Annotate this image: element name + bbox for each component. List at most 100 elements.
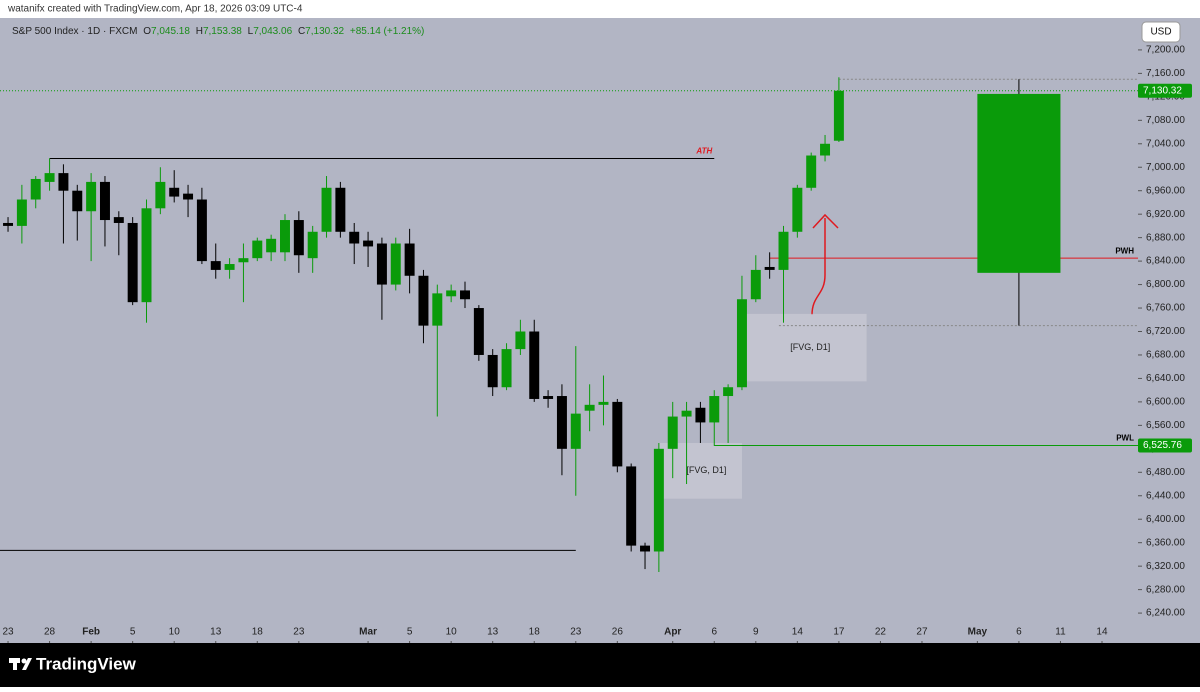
fvg-label: [FVG, D1]: [790, 342, 830, 352]
candle-body: [653, 448, 664, 552]
fvg-label: [FVG, D1]: [686, 465, 726, 475]
ohlc-key: C: [298, 26, 305, 37]
candle-body: [418, 275, 429, 326]
price-label: 7,130.32: [1143, 85, 1182, 96]
x-tick-label: 13: [487, 627, 499, 638]
candle-body: [626, 466, 637, 546]
x-tick-label: Apr: [664, 627, 681, 638]
footer: [0, 643, 1200, 687]
x-tick-label: 6: [1016, 627, 1022, 638]
x-tick-label: 9: [753, 627, 759, 638]
x-tick-label: 18: [252, 627, 264, 638]
candle-body: [764, 266, 775, 270]
y-tick-label: 6,640.00: [1146, 373, 1185, 384]
candle-body: [72, 190, 83, 212]
candle-body: [778, 231, 789, 270]
attribution: watanifx created with TradingView.com, A…: [7, 4, 303, 15]
candle-body: [640, 545, 651, 552]
y-tick-label: 6,280.00: [1146, 584, 1185, 595]
x-tick-label: 28: [44, 627, 56, 638]
y-tick-label: 7,040.00: [1146, 138, 1185, 149]
x-tick-label: 22: [875, 627, 887, 638]
x-tick-label: 10: [446, 627, 458, 638]
y-tick-label: 6,760.00: [1146, 303, 1185, 314]
candle-body: [238, 258, 249, 263]
candle-body: [335, 187, 346, 232]
x-tick-label: Mar: [359, 627, 377, 638]
y-tick-label: 6,440.00: [1146, 490, 1185, 501]
candle-body: [390, 243, 401, 285]
x-tick-label: 17: [833, 627, 845, 638]
candle-body: [376, 243, 387, 285]
candle-body: [183, 193, 194, 200]
candle-body: [709, 396, 720, 423]
y-tick-label: 6,240.00: [1146, 608, 1185, 619]
y-tick-label: 7,000.00: [1146, 162, 1185, 173]
candle-body: [169, 187, 180, 197]
candle-body: [210, 261, 221, 270]
y-tick-label: 6,480.00: [1146, 467, 1185, 478]
y-tick-label: 6,800.00: [1146, 279, 1185, 290]
candle-body: [750, 269, 761, 300]
candle-body: [266, 238, 277, 253]
ohlc-value: 7,043.06: [253, 26, 292, 37]
y-tick-label: 7,160.00: [1146, 68, 1185, 79]
x-tick-label: 18: [529, 627, 541, 638]
candle-body: [667, 416, 678, 449]
level-label: ATH: [695, 147, 712, 156]
candle-body: [196, 199, 207, 262]
x-tick-label: 6: [711, 627, 717, 638]
y-tick-label: 6,320.00: [1146, 561, 1185, 572]
candle-body: [792, 187, 803, 232]
currency-button[interactable]: [1141, 21, 1181, 43]
logo-icon: [9, 658, 32, 670]
legend: S&P 500 Index · 1D · FXCM O7,045.18 H7,1…: [12, 26, 424, 37]
symbol: S&P 500 Index · 1D · FXCM: [12, 26, 137, 37]
y-tick-label: 6,560.00: [1146, 420, 1185, 431]
candle-body: [570, 413, 581, 449]
candle-body: [723, 387, 734, 397]
candle-body: [155, 181, 166, 209]
x-tick-label: 23: [570, 627, 582, 638]
candle-body: [515, 331, 526, 350]
ohlc-key: H: [196, 26, 203, 37]
level-label: PWH: [1115, 246, 1134, 255]
arrow: [811, 218, 826, 316]
ohlc-key: L: [248, 26, 254, 37]
ohlc-value: 7,153.38: [203, 26, 242, 37]
candle-body: [612, 401, 623, 467]
ohlc-key: O: [143, 26, 151, 37]
level-label: PWL: [1116, 434, 1134, 443]
candle-body: [584, 404, 595, 411]
candle-body: [501, 349, 512, 388]
y-tick-label: 7,200.00: [1146, 45, 1185, 56]
candle-body: [58, 173, 69, 191]
x-tick-label: 23: [293, 627, 305, 638]
candle-body: [99, 181, 110, 221]
arrow-head: [812, 213, 839, 229]
candle-body: [404, 243, 415, 276]
candle-body: [446, 290, 457, 297]
candle-body: [460, 290, 470, 300]
candle-body: [820, 143, 831, 156]
y-tick-label: 6,720.00: [1146, 326, 1185, 337]
top-bar: [0, 0, 1200, 18]
candle-body: [806, 155, 817, 188]
x-tick-label: 5: [130, 627, 136, 638]
candle-body: [293, 220, 304, 256]
candle-body: [321, 187, 332, 232]
price-label-box: [1138, 83, 1192, 98]
x-tick-label: 13: [210, 627, 222, 638]
x-tick-label: 23: [2, 627, 14, 638]
y-tick-label: 6,680.00: [1146, 350, 1185, 361]
projection-body: [977, 93, 1061, 273]
x-tick-label: 10: [169, 627, 181, 638]
candle-body: [349, 231, 360, 244]
x-tick-label: 27: [916, 627, 928, 638]
currency-label: USD: [1150, 27, 1171, 38]
candle-body: [363, 240, 374, 247]
y-tick-label: 6,840.00: [1146, 256, 1185, 267]
candle-body: [598, 401, 609, 405]
candle-body: [141, 208, 152, 303]
